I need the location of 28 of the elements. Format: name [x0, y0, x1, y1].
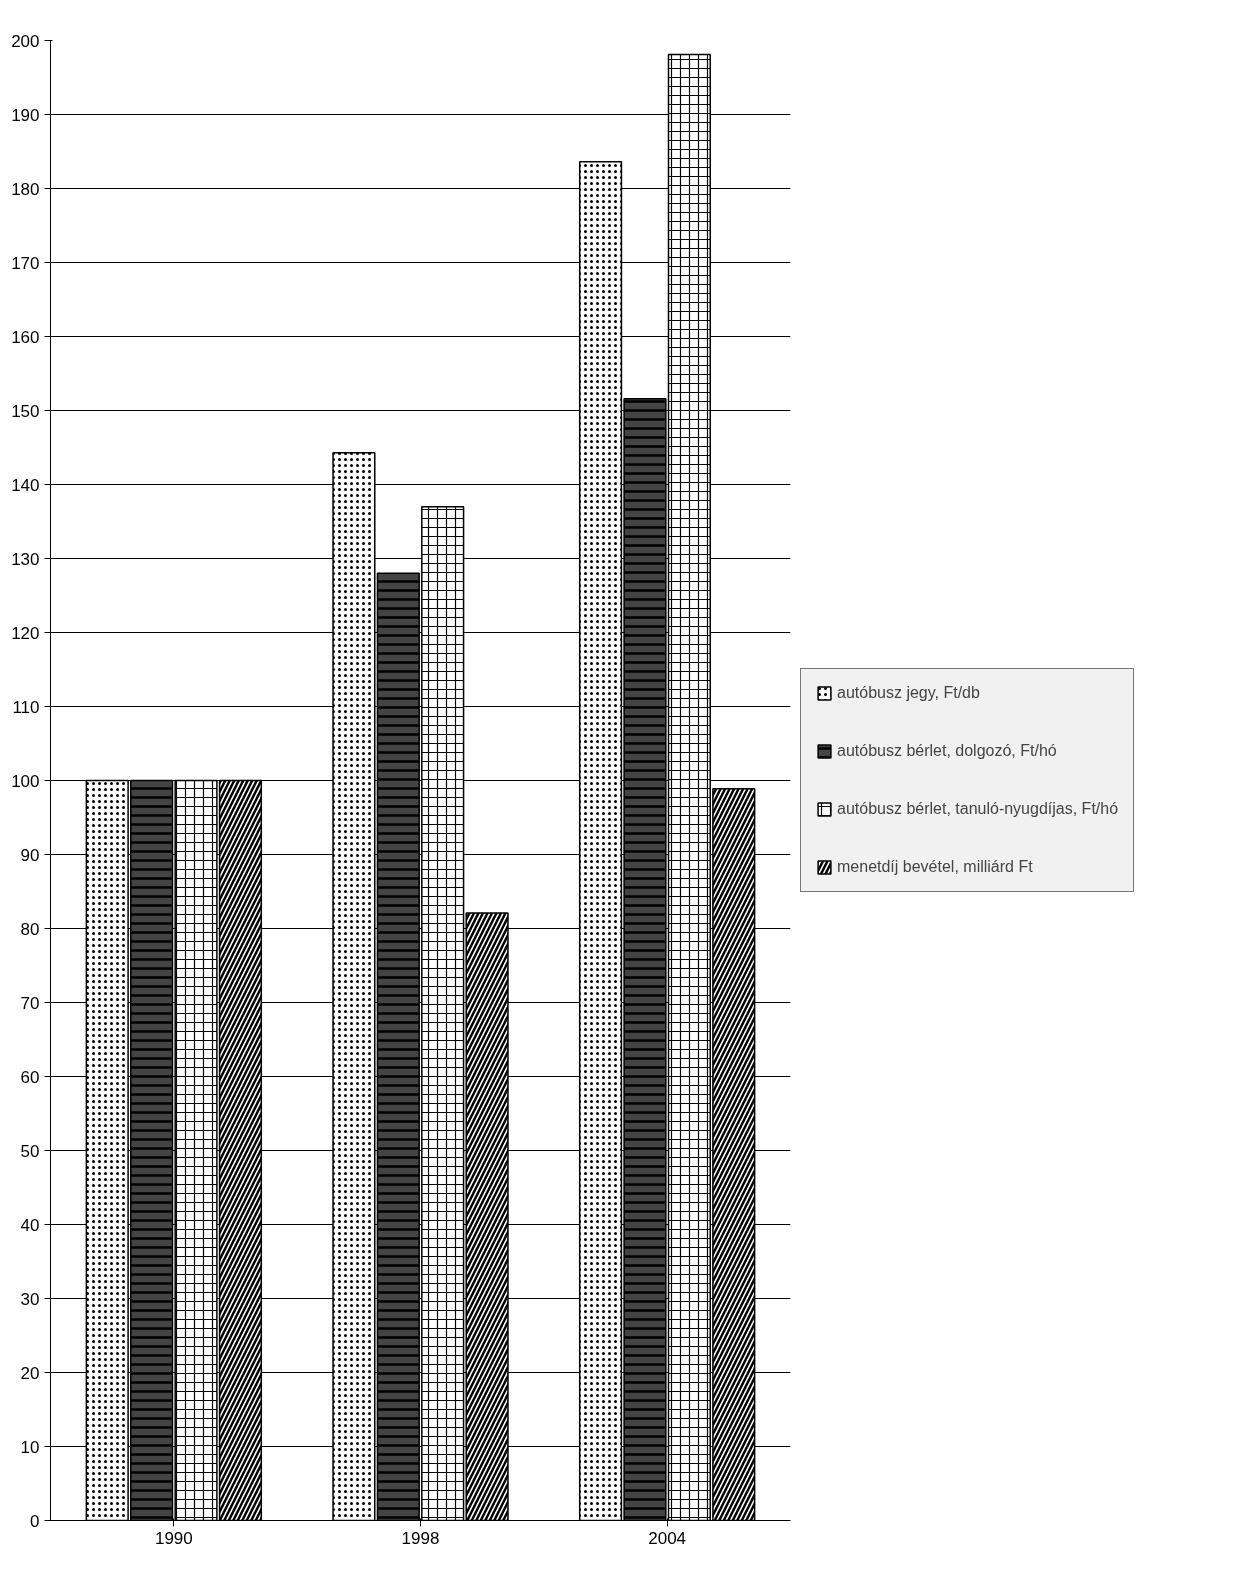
y-tick-label: 180 — [11, 179, 40, 199]
y-tick-label: 140 — [11, 475, 40, 495]
y-tick-label: 190 — [11, 105, 40, 125]
y-tick-label: 160 — [11, 327, 40, 347]
x-tick-label: 1998 — [401, 1528, 440, 1548]
x-tick-label: 2004 — [648, 1528, 687, 1548]
y-tick-label: 110 — [12, 697, 40, 717]
x-tick-label: 1990 — [154, 1528, 193, 1548]
legend-label: autóbusz bérlet, dolgozó, Ft/hó — [837, 742, 1057, 760]
y-tick-label: 170 — [11, 253, 40, 273]
y-tick-label: 50 — [20, 1141, 40, 1161]
y-tick-label: 200 — [11, 31, 40, 51]
y-tick-label: 60 — [20, 1067, 40, 1087]
y-tick-label: 120 — [11, 623, 40, 643]
y-tick-label: 70 — [20, 993, 40, 1013]
legend-label: menetdíj bevétel, milliárd Ft — [837, 858, 1033, 876]
y-tick-label: 40 — [20, 1215, 40, 1235]
y-tick-label: 90 — [20, 845, 40, 865]
y-tick-label: 100 — [11, 771, 40, 791]
legend-label: autóbusz jegy, Ft/db — [837, 684, 980, 702]
y-tick-label: 150 — [11, 401, 40, 421]
y-tick-label: 0 — [30, 1511, 40, 1531]
y-tick-label: 20 — [20, 1363, 40, 1383]
y-tick-label: 80 — [20, 919, 40, 939]
y-tick-label: 130 — [11, 549, 40, 569]
legend-label: autóbusz bérlet, tanuló-nyugdíjas, Ft/hó — [837, 800, 1119, 818]
y-tick-label: 10 — [20, 1437, 40, 1457]
y-tick-label: 30 — [20, 1289, 40, 1309]
